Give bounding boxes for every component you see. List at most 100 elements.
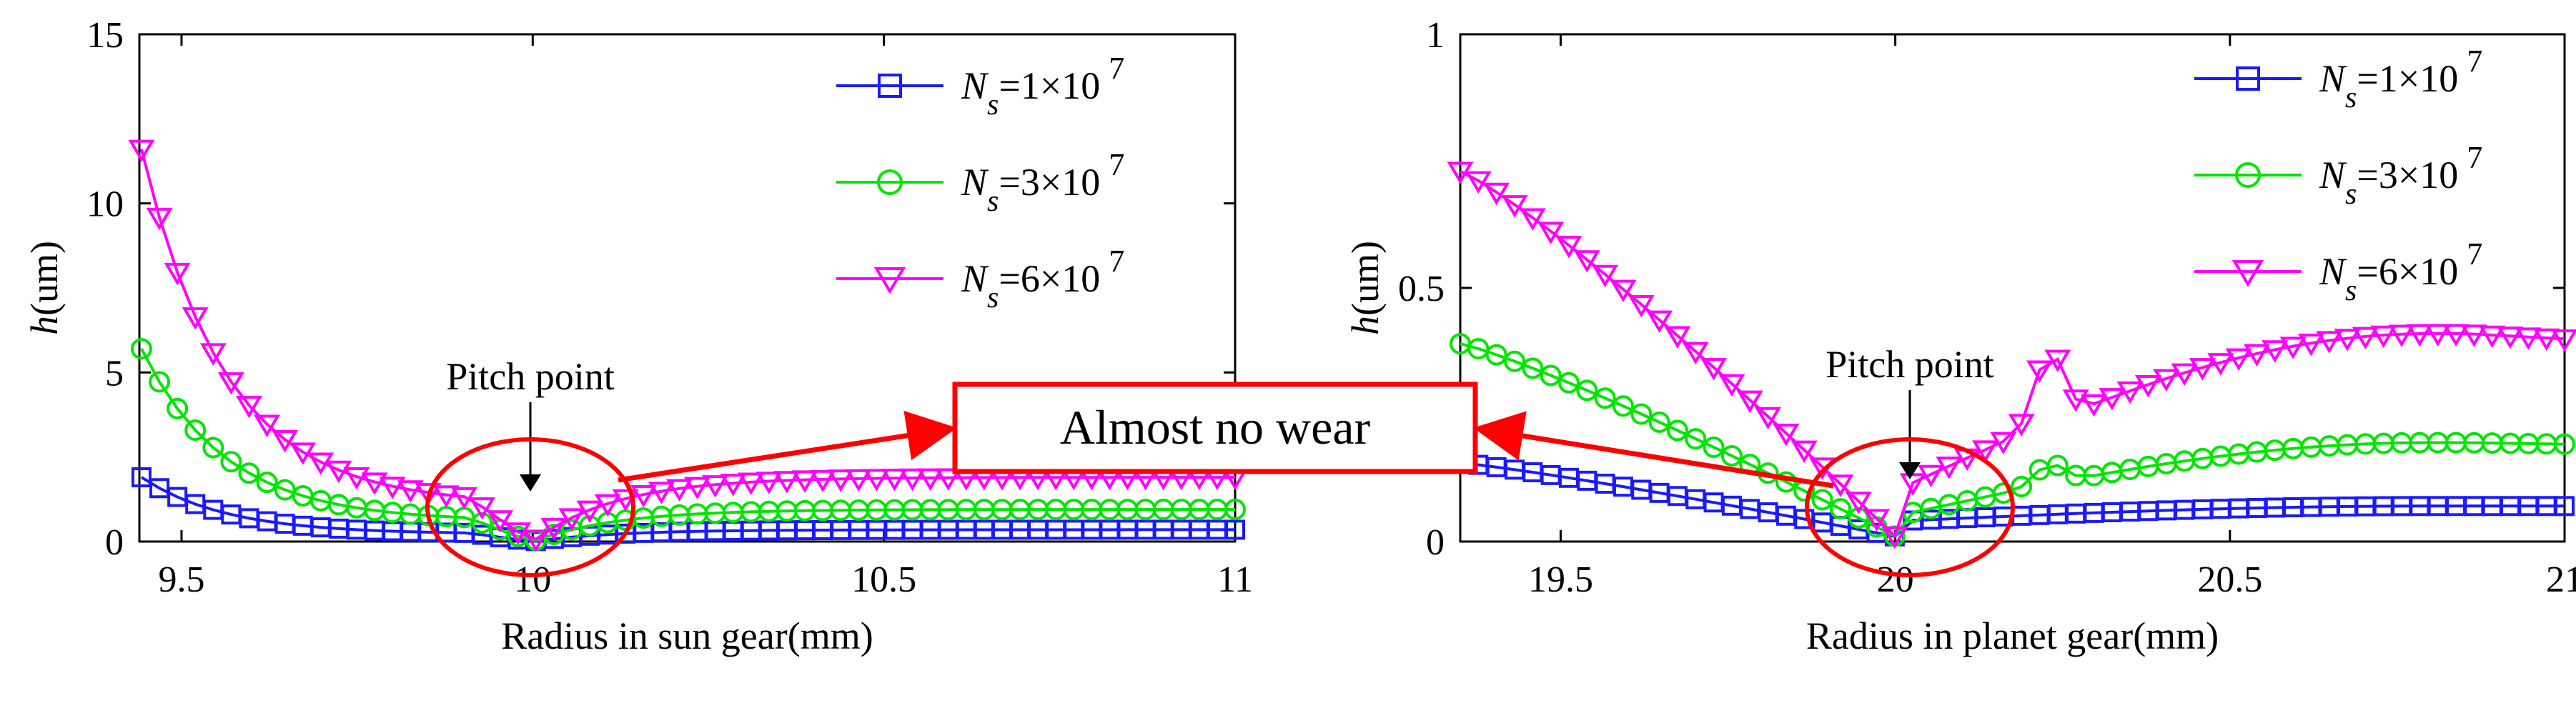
data-point — [791, 470, 818, 493]
series-3 — [128, 139, 1249, 552]
data-point — [1501, 195, 1528, 218]
x-axis-title: Radius in sun gear(mm) — [501, 614, 873, 657]
data-point — [2134, 375, 2161, 398]
data-point — [1703, 437, 1725, 459]
data-point — [2011, 476, 2033, 498]
data-point — [149, 371, 171, 393]
data-point — [128, 139, 155, 163]
data-point — [1881, 526, 1908, 549]
data-point — [235, 395, 262, 419]
legend-label: Ns=6×10 7 — [961, 244, 1124, 314]
data-point — [899, 468, 926, 492]
data-point — [1610, 279, 1637, 303]
data-point — [1576, 379, 1598, 402]
data-point — [469, 497, 496, 520]
y-tick-label: 1 — [1426, 15, 1445, 56]
data-point — [1718, 374, 1745, 397]
y-tick-label: 15 — [86, 15, 124, 56]
data-point — [256, 472, 278, 494]
legend-marker — [2235, 162, 2261, 188]
data-point — [1773, 424, 1800, 447]
legend-marker — [877, 169, 903, 195]
y-tick-label: 10 — [86, 184, 124, 225]
x-axis-title: Radius in planet gear(mm) — [1806, 614, 2219, 657]
data-point — [2243, 344, 2270, 367]
data-point — [827, 469, 854, 492]
data-point — [2554, 433, 2575, 455]
data-point — [164, 262, 191, 286]
data-point — [1483, 182, 1510, 206]
data-point — [1700, 358, 1728, 381]
legend-entry: Ns=1×10 7 — [836, 51, 1124, 121]
data-point — [1573, 250, 1600, 273]
data-point — [2008, 414, 2035, 437]
data-point — [1990, 432, 2017, 455]
pitch-point-label: Pitch point — [446, 355, 615, 398]
data-point — [2046, 454, 2069, 477]
data-point — [415, 483, 442, 506]
data-point — [505, 522, 532, 545]
data-point — [361, 472, 388, 495]
data-point — [935, 468, 962, 491]
data-point — [2026, 360, 2053, 383]
data-point — [1848, 507, 1870, 529]
data-point — [202, 437, 224, 459]
series-2 — [130, 338, 1246, 552]
pitch-point-label: Pitch point — [1826, 343, 1994, 386]
data-point — [809, 469, 836, 493]
data-point — [881, 469, 908, 492]
y-axis-title: h(um) — [23, 241, 66, 335]
data-point — [379, 477, 406, 499]
data-point — [397, 480, 424, 503]
data-point — [1827, 474, 1854, 497]
legend-label: Ns=3×10 7 — [961, 147, 1124, 218]
data-point — [558, 508, 585, 531]
data-point — [272, 430, 299, 453]
data-point — [1664, 326, 1691, 349]
data-point — [684, 477, 711, 500]
data-point — [1555, 236, 1582, 259]
data-point — [2279, 336, 2307, 359]
data-point — [2116, 381, 2144, 404]
data-point — [1465, 171, 1492, 194]
data-point — [2080, 394, 2107, 417]
data-point — [1557, 372, 1580, 394]
data-point — [130, 338, 152, 360]
highlight-ellipse — [425, 437, 635, 577]
data-point — [2424, 324, 2452, 347]
data-point — [2555, 496, 2575, 517]
data-point — [540, 517, 568, 541]
data-point — [1224, 499, 1246, 521]
data-point — [2297, 334, 2324, 357]
data-point — [1829, 498, 1851, 520]
data-point — [1537, 221, 1565, 244]
data-point — [307, 452, 335, 475]
y-axis-title: h(um) — [1344, 241, 1387, 335]
data-point — [1592, 264, 1619, 288]
x-tick-label: 20 — [1877, 559, 1914, 600]
data-point — [254, 414, 281, 437]
data-point — [1682, 341, 1709, 365]
legend-marker — [2231, 259, 2264, 287]
data-point — [2189, 358, 2216, 381]
data-point — [2099, 388, 2126, 411]
y-tick-label: 0.5 — [1398, 269, 1445, 309]
data-point — [522, 529, 550, 552]
data-point — [2442, 324, 2470, 347]
y-tick-label: 0 — [1426, 522, 1445, 563]
data-point — [738, 472, 765, 496]
legend-entry: Ns=6×10 7 — [836, 244, 1124, 314]
data-point — [1666, 419, 1688, 442]
data-point — [343, 467, 370, 490]
right-chart-panel: 19.5 20 20.5 21 0 0.5 1 Radius in planet gear(m… — [1344, 15, 2576, 657]
data-point — [576, 500, 603, 524]
data-point — [2388, 324, 2415, 347]
data-point — [2062, 389, 2089, 412]
left-chart-panel: 9.5 10 10.5 11 0 5 10 15 Radius in sun gear(mm) h… — [23, 15, 1253, 657]
data-point — [1790, 440, 1818, 464]
data-point — [1612, 395, 1634, 417]
y-tick-label: 0 — [105, 522, 124, 563]
data-point — [1755, 407, 1782, 430]
legend-marker — [873, 266, 906, 294]
